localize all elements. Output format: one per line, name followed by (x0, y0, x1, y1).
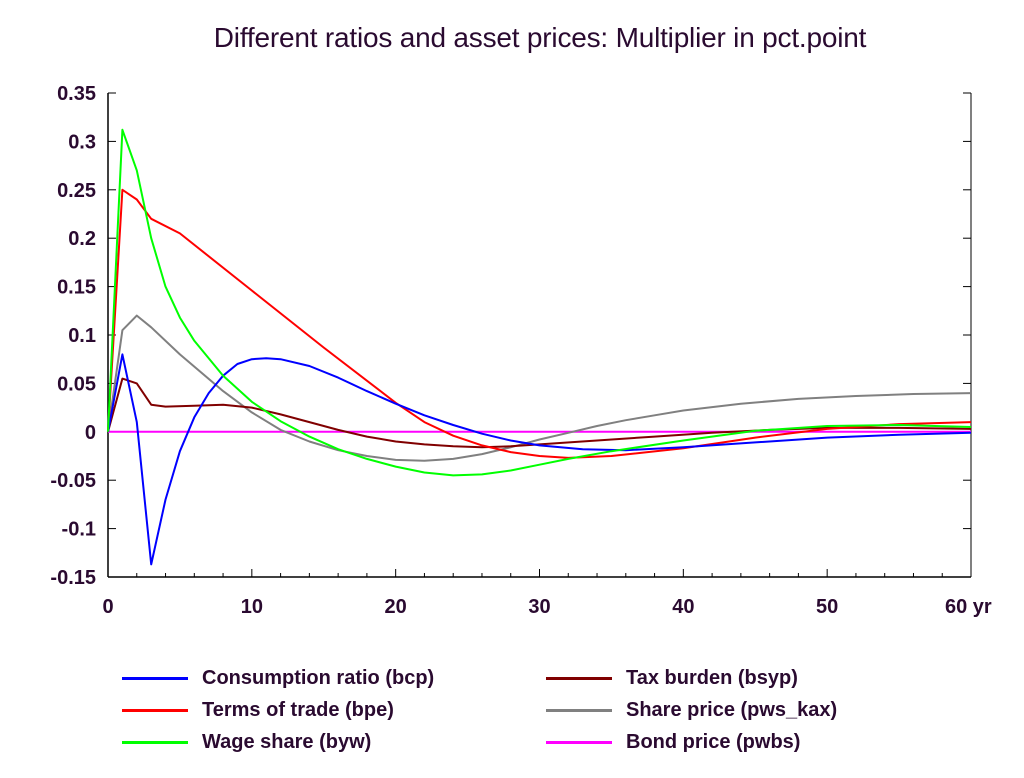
tick-labels: 0.35 0.3 0.25 0.2 0.15 0.1 0.05 0 -0.05 -0.1 -0.15… (50, 83, 992, 618)
y-tick-label: 0.35 (57, 83, 96, 105)
y-tick-label: 0.1 (68, 325, 96, 347)
y-tick-label: 0 (85, 422, 96, 444)
series-line-wage-share-byw (107, 128, 972, 477)
series-line-share-price-pws-kax (107, 314, 972, 462)
chart-title: Different ratios and asset prices: Multi… (213, 22, 867, 53)
series-line-terms-of-trade-bpe (107, 188, 972, 459)
y-tick-label: 0.3 (68, 131, 96, 153)
series-line-tax-burden-bsyp (107, 377, 972, 449)
axes (107, 93, 972, 578)
y-tick-label: 0.05 (57, 373, 96, 395)
x-tick-label: 50 (816, 596, 838, 618)
y-tick-label: -0.1 (62, 519, 96, 541)
x-tick-label: 0 (102, 596, 113, 618)
x-tick-label: 10 (241, 596, 263, 618)
y-tick-label: 0.25 (57, 180, 96, 202)
y-tick-label: 0.15 (57, 277, 96, 299)
x-tick-label: 20 (385, 596, 407, 618)
x-tick-label: 30 (528, 596, 550, 618)
series-line-consumption-ratio-bcp (107, 353, 972, 566)
x-tick-label: 60 yr (945, 596, 992, 618)
series-lines (107, 128, 972, 566)
x-tick-label: 40 (672, 596, 694, 618)
y-tick-label: -0.05 (50, 470, 96, 492)
y-tick-label: -0.15 (50, 567, 96, 589)
tick-marks (107, 92, 972, 578)
y-tick-label: 0.2 (68, 228, 96, 250)
